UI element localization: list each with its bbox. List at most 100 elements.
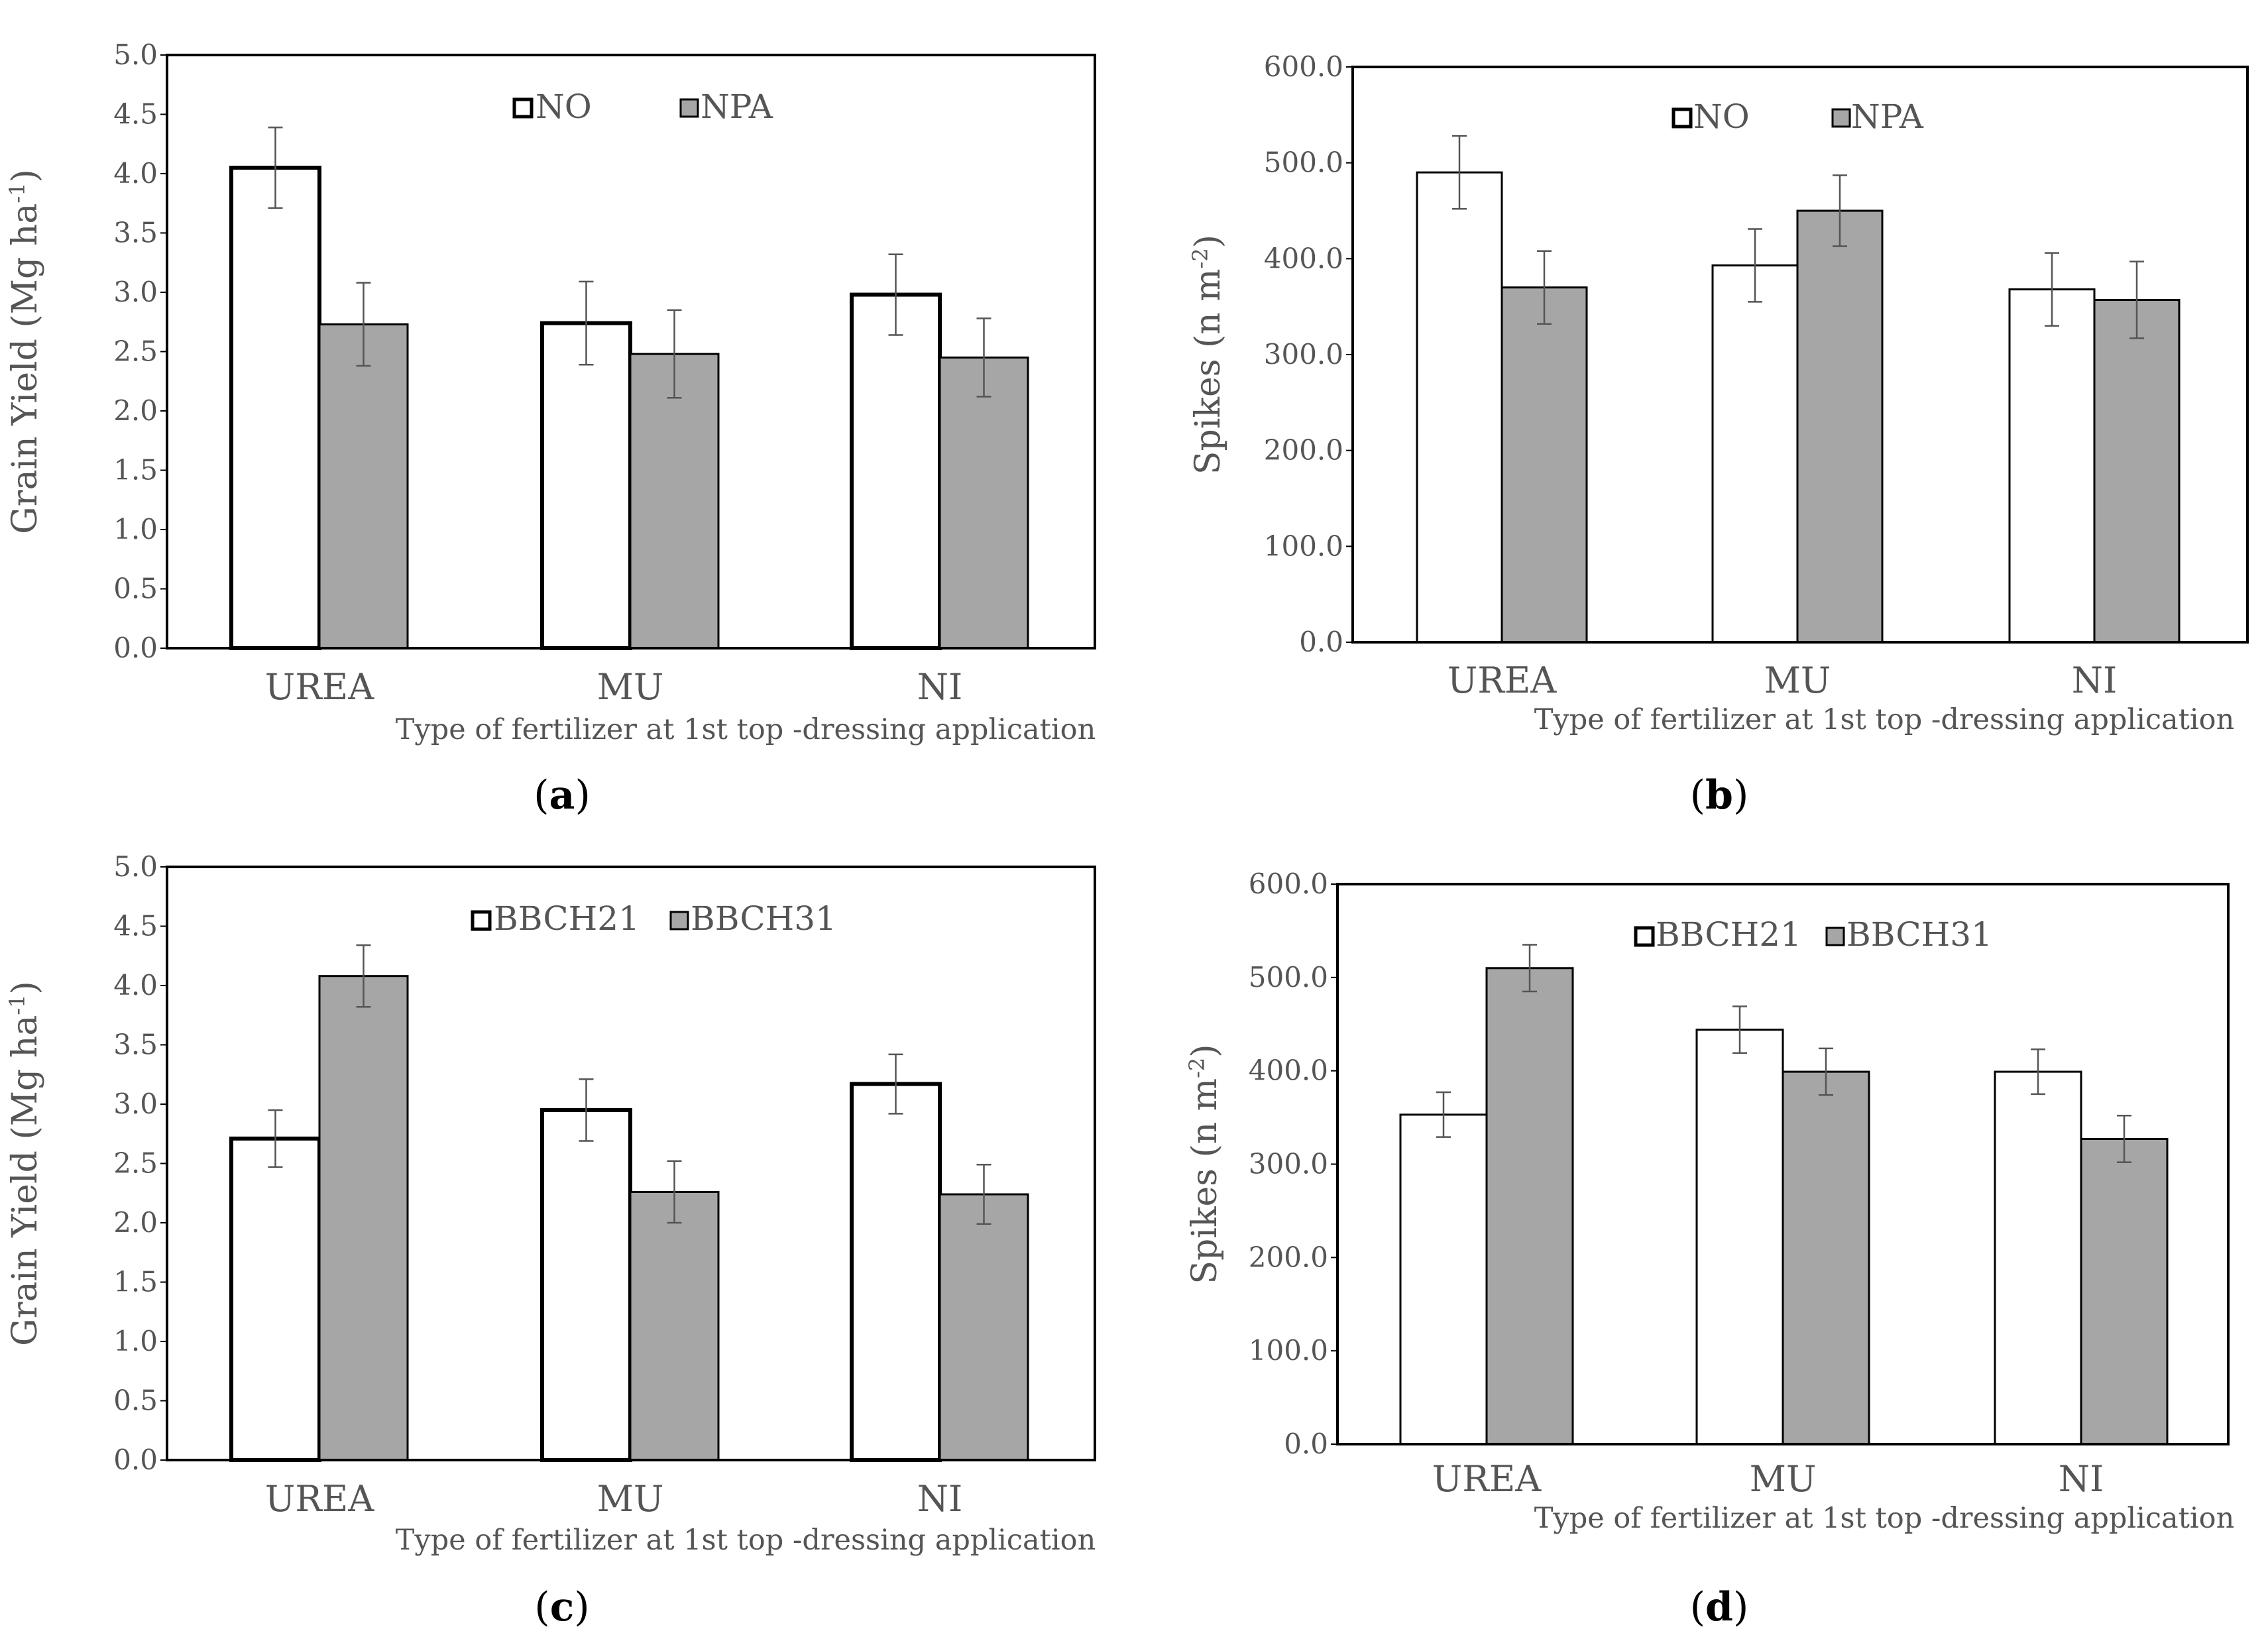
y-tick-label: 2.0 [113,394,158,427]
bar-no-ni [850,292,942,650]
y-tick-label: 0.0 [113,1443,158,1476]
y-tick-label: 300.0 [1249,1148,1328,1180]
y-tick-label: 0.0 [1299,626,1343,658]
bar-bbch31-urea [1485,967,1574,1445]
legend-label-no: NO [536,87,592,126]
x-category-label: MU [1750,1458,1817,1500]
bar-no-mu [540,321,632,650]
y-tick-label: 4.0 [113,157,158,190]
bar-bbch31-mu [629,1190,720,1461]
chart-panel-a: 0.0 0.5 1.0 1.5 2.0 2.5 3.0 3.5 4.0 4.5 5.0 UREA MU N… [5,38,1096,746]
bar-npa-urea [1501,286,1588,644]
y-tick-label: 1.0 [113,513,158,545]
caption-c: (c) [534,1584,589,1630]
x-category-label: NI [917,666,963,708]
legend-label-npa: NPA [1851,97,1924,136]
y-tick-label: 0.5 [113,1385,158,1417]
y-tick-label: 3.0 [113,276,158,308]
y-tick-label: 600.0 [1264,50,1343,83]
caption-d: (d) [1690,1584,1749,1630]
y-tick-label: 200.0 [1264,434,1343,467]
caption-b: (b) [1690,772,1749,819]
x-category-label: UREA [265,666,375,708]
x-category-label: MU [1764,659,1831,701]
x-axis-title: Type of fertilizer at 1st top -dressing … [396,713,1096,746]
y-tick-label: 5.0 [113,38,158,71]
y-tick-label: 200.0 [1249,1241,1328,1273]
y-tick-label: 4.5 [113,98,158,131]
bar-npa-ni [2093,299,2181,644]
y-tick-label: 2.5 [113,335,158,368]
x-axis-title: Type of fertilizer at 1st top -dressing … [396,1524,1096,1557]
legend-swatch-bbch21 [1634,926,1655,947]
x-axis-title: Type of fertilizer at 1st top -dressing … [1534,703,2235,736]
legend-label-npa: NPA [701,87,773,126]
bar-npa-ni [938,356,1029,650]
bar-bbch21-ni [850,1082,942,1462]
y-tick-label: 1.0 [113,1325,158,1357]
bar-npa-urea [318,323,409,650]
x-category-label: UREA [265,1478,375,1520]
chart-panel-d: 0.0 100.0 200.0 300.0 400.0 500.0 600.0 UREA MU N… [1184,868,2234,1535]
y-tick-label: 400.0 [1249,1054,1328,1087]
legend-swatch-npa [1831,108,1851,128]
y-tick-label: 0.0 [113,632,158,664]
y-tick-label: 100.0 [1249,1334,1328,1367]
y-tick-label: 500.0 [1264,146,1343,179]
y-tick-label: 1.5 [113,454,158,486]
x-axis-title: Type of fertilizer at 1st top -dressing … [1534,1502,2235,1535]
bar-bbch21-ni [1994,1070,2082,1445]
bar-bbch21-urea [229,1136,321,1463]
x-category-label: NI [917,1478,963,1520]
bar-bbch21-mu [540,1107,632,1462]
y-tick-label: 0.0 [1284,1428,1328,1460]
legend-swatch-npa [679,98,699,118]
legend-swatch-bbch21 [471,910,492,931]
legend-swatch-bbch31 [669,911,689,931]
y-tick-label: 2.5 [113,1147,158,1180]
y-tick-label: 400.0 [1264,242,1343,274]
plot-area [166,866,1096,1461]
bar-no-urea [1416,171,1503,644]
legend-swatch-no [512,97,534,119]
x-category-label: MU [597,1478,664,1520]
legend-label-bbch31: BBCH31 [691,899,836,938]
y-axis-title: Spikes (n m-2) [1184,1044,1225,1284]
y-tick-label: 0.5 [113,573,158,605]
legend-label-bbch21: BBCH21 [1656,915,1801,954]
legend-label-no: NO [1693,97,1750,136]
legend-swatch-bbch31 [1825,927,1845,946]
legend-swatch-no [1672,107,1693,129]
plot-area [166,54,1096,650]
y-tick-label: 4.0 [113,969,158,1001]
legend-label-bbch31: BBCH31 [1846,915,1992,954]
bar-npa-mu [629,353,720,650]
bar-bbch21-mu [1695,1029,1784,1445]
bar-no-urea [229,166,321,651]
y-axis-title: Grain Yield (Mg ha-1) [5,981,45,1346]
x-category-label: MU [597,666,664,708]
bar-bbch21-urea [1399,1113,1488,1445]
y-tick-label: 100.0 [1264,530,1343,562]
y-tick-label: 500.0 [1249,961,1328,993]
y-tick-label: 300.0 [1264,338,1343,370]
legend-label-bbch21: BBCH21 [494,899,640,938]
y-tick-label: 3.5 [113,217,158,249]
y-tick-label: 1.5 [113,1266,158,1298]
plot-area [1336,883,2230,1445]
plot-area [1351,66,2249,644]
x-category-label: UREA [1432,1458,1542,1500]
y-axis-title: Spikes (n m-2) [1188,235,1228,475]
bar-bbch31-mu [1782,1070,1870,1445]
x-category-label: NI [2059,1458,2104,1500]
caption-a: (a) [534,772,591,819]
y-tick-label: 4.5 [113,910,158,942]
bar-bbch31-ni [2080,1137,2169,1445]
chart-panel-b: 0.0 100.0 200.0 300.0 400.0 500.0 600.0 UREA MU N… [1188,50,2249,736]
y-tick-label: 600.0 [1249,868,1328,900]
y-axis-title: Grain Yield (Mg ha-1) [5,169,45,534]
y-tick-label: 2.0 [113,1206,158,1239]
x-category-label: UREA [1447,659,1558,701]
y-tick-label: 3.5 [113,1029,158,1061]
